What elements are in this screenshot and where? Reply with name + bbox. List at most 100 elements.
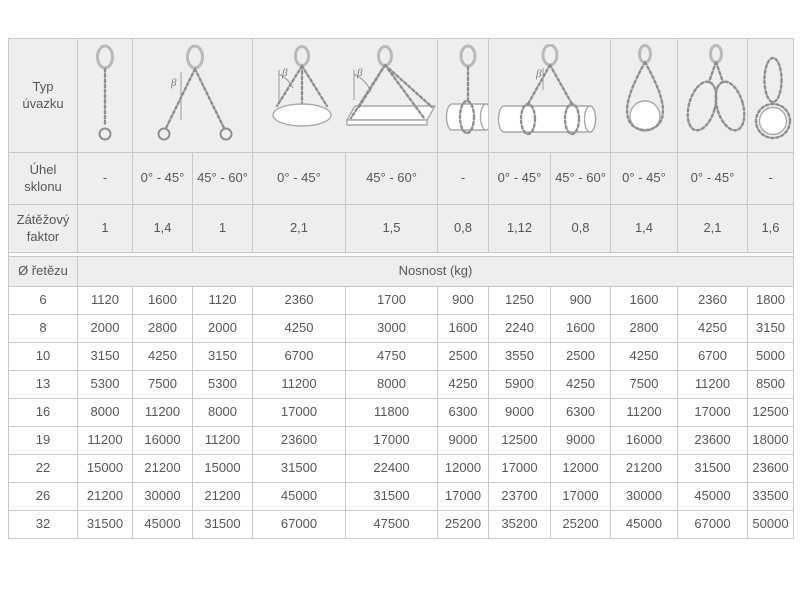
capacity-cell: 45000 (610, 510, 678, 539)
capacity-cell: 4250 (677, 314, 748, 343)
capacity-cell: 11200 (610, 398, 678, 427)
capacity-cell: 17000 (550, 482, 611, 511)
table-row: 6 1120 1600 1120 2360 1700 900 1250 900 1600 2360 1… (8, 286, 794, 315)
capacity-cell: 45000 (132, 510, 193, 539)
capacity-cell: 17000 (252, 398, 346, 427)
chain-diameter-cell: 19 (8, 426, 78, 455)
factor-cell: 2,1 (252, 204, 346, 253)
factor-cell: 1,4 (610, 204, 678, 253)
capacity-cell: 21200 (132, 454, 193, 483)
angle-cell: 0° - 45° (488, 152, 551, 205)
capacity-cell: 8500 (747, 370, 794, 399)
capacity-cell: 16000 (610, 426, 678, 455)
capacity-cell: 6300 (550, 398, 611, 427)
capacity-cell: 17000 (488, 454, 551, 483)
capacity-cell: 30000 (132, 482, 193, 511)
chain-diameter-cell: 6 (8, 286, 78, 315)
capacity-cell: 45000 (252, 482, 346, 511)
capacity-cell: 12500 (747, 398, 794, 427)
sling-capacity-table: Typ úvazku β (8, 38, 794, 539)
svg-text:β: β (170, 77, 177, 89)
double-basket-loop-sling-icon (686, 43, 746, 131)
capacity-cell: 12000 (550, 454, 611, 483)
capacity-cell: 2800 (132, 314, 193, 343)
capacity-cell: 6300 (437, 398, 489, 427)
capacity-cell: 31500 (192, 510, 253, 539)
capacity-table-body: 6 1120 1600 1120 2360 1700 900 1250 900 1600 2360 1… (8, 286, 794, 539)
capacity-cell: 9000 (550, 426, 611, 455)
three-leg-and-four-leg-sling-icon: β β (272, 44, 437, 127)
capacity-cell: 17000 (677, 398, 748, 427)
angle-cell: - (747, 152, 794, 205)
capacity-cell: 31500 (77, 510, 133, 539)
chain-diameter-cell: 8 (8, 314, 78, 343)
chain-diameter-cell: 13 (8, 370, 78, 399)
capacity-cell: 2360 (677, 286, 748, 315)
factor-cell: 0,8 (437, 204, 489, 253)
capacity-cell: 5300 (192, 370, 253, 399)
table-row: 19 11200 16000 11200 23600 17000 9000 12500 9000… (8, 426, 794, 455)
capacity-cell: 17000 (437, 482, 489, 511)
capacity-cell: 22400 (345, 454, 438, 483)
angle-cell: 0° - 45° (252, 152, 346, 205)
table-row: 22 15000 21200 15000 31500 22400 12000 17000 120… (8, 454, 794, 483)
capacity-cell: 25200 (437, 510, 489, 539)
capacity-cell: 11200 (132, 398, 193, 427)
capacity-cell: 15000 (192, 454, 253, 483)
factor-cell: 1,5 (345, 204, 438, 253)
chain-diameter-cell: 16 (8, 398, 78, 427)
capacity-cell: 7500 (132, 370, 193, 399)
capacity-cell: 23600 (747, 454, 794, 483)
chain-diameter-cell: 10 (8, 342, 78, 371)
angle-cell: 0° - 45° (610, 152, 678, 205)
capacity-cell: 7500 (610, 370, 678, 399)
cell-double-basket-loop-sling (677, 38, 748, 153)
capacity-cell: 16000 (132, 426, 193, 455)
capacity-cell: 6700 (252, 342, 346, 371)
capacity-cell: 31500 (677, 454, 748, 483)
capacity-cell: 8000 (77, 398, 133, 427)
cell-three-and-four-leg-sling: β β (252, 38, 438, 153)
factor-cell: 1,4 (132, 204, 193, 253)
capacity-cell: 2500 (550, 342, 611, 371)
table-row: 8 2000 2800 2000 4250 3000 1600 2240 1600 2800 425… (8, 314, 794, 343)
capacity-cell: 1600 (550, 314, 611, 343)
capacity-cell: 17000 (345, 426, 438, 455)
capacity-cell: 30000 (610, 482, 678, 511)
capacity-cell: 2240 (488, 314, 551, 343)
capacity-cell: 3150 (77, 342, 133, 371)
capacity-cell: 31500 (252, 454, 346, 483)
cell-double-choke-pipe-sling: β (488, 38, 611, 153)
cell-single-choke-pipe-sling (437, 38, 489, 153)
capacity-cell: 4250 (437, 370, 489, 399)
angle-row: Úhel sklonu - 0° - 45° 45° - 60° 0° - 45… (8, 152, 794, 205)
capacity-cell: 3550 (488, 342, 551, 371)
capacity-cell: 67000 (252, 510, 346, 539)
angle-label: Úhel sklonu (8, 152, 78, 205)
capacity-cell: 8000 (192, 398, 253, 427)
capacity-cell: 1700 (345, 286, 438, 315)
endless-grommet-sling-icon (754, 56, 792, 139)
capacity-header-row: Ø řetězu Nosnost (kg) (8, 256, 794, 287)
capacity-cell: 35200 (488, 510, 551, 539)
capacity-cell: 67000 (677, 510, 748, 539)
capacity-cell: 11200 (192, 426, 253, 455)
capacity-cell: 11200 (252, 370, 346, 399)
capacity-cell: 2800 (610, 314, 678, 343)
angle-cell: 45° - 60° (550, 152, 611, 205)
factor-cell: 1 (192, 204, 253, 253)
capacity-cell: 50000 (747, 510, 794, 539)
capacity-cell: 23600 (677, 426, 748, 455)
capacity-cell: 1120 (192, 286, 253, 315)
cell-single-leg-sling (77, 38, 133, 153)
svg-text:β: β (356, 67, 363, 79)
capacity-cell: 2360 (252, 286, 346, 315)
capacity-cell: 2000 (192, 314, 253, 343)
factor-cell: 1,12 (488, 204, 551, 253)
chain-diameter-cell: 26 (8, 482, 78, 511)
sling-type-row: Typ úvazku β (8, 38, 794, 153)
capacity-cell: 4250 (132, 342, 193, 371)
table-row: 10 3150 4250 3150 6700 4750 2500 3550 2500 4250 67… (8, 342, 794, 371)
capacity-cell: 25200 (550, 510, 611, 539)
